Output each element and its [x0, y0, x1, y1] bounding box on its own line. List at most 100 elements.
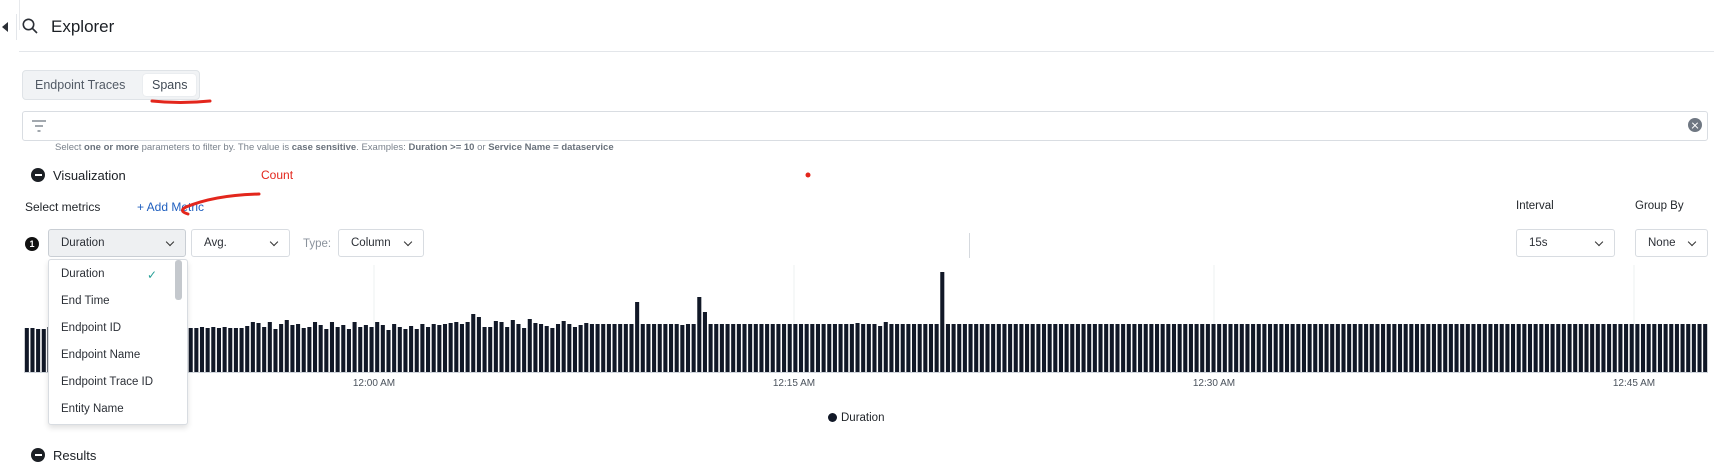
chart-bar[interactable] — [1256, 324, 1261, 372]
chart-bar[interactable] — [979, 324, 984, 372]
chart-bar[interactable] — [510, 320, 515, 372]
chart-bar[interactable] — [895, 324, 900, 372]
chart-bar[interactable] — [657, 324, 662, 372]
chart-bar[interactable] — [1194, 324, 1199, 372]
chart-bar[interactable] — [205, 328, 210, 372]
chart-bar[interactable] — [471, 314, 476, 372]
chart-bar[interactable] — [702, 312, 707, 372]
clear-icon[interactable] — [1688, 118, 1702, 132]
chart-bar[interactable] — [1640, 324, 1646, 372]
chart-bar[interactable] — [759, 324, 764, 372]
chart-bar[interactable] — [962, 324, 967, 372]
chart-bar[interactable] — [533, 323, 538, 372]
chart-bar[interactable] — [550, 328, 555, 372]
chart-bar[interactable] — [216, 328, 221, 372]
chart-bar[interactable] — [1301, 324, 1306, 372]
chart-bar[interactable] — [940, 272, 945, 372]
chart-bar[interactable] — [646, 324, 651, 372]
chart-bar[interactable] — [782, 324, 787, 372]
chart-bar[interactable] — [1290, 324, 1295, 372]
chart-bar[interactable] — [1618, 324, 1623, 372]
chart-bar[interactable] — [267, 322, 272, 372]
chart-bar[interactable] — [1595, 324, 1600, 372]
chart-bar[interactable] — [595, 324, 600, 372]
chart-bar[interactable] — [1143, 324, 1148, 372]
chart-bar[interactable] — [262, 327, 267, 372]
chart-bar[interactable] — [714, 324, 719, 372]
chart-bar[interactable] — [1680, 324, 1685, 372]
interval-select[interactable]: 15s — [1516, 229, 1615, 257]
chart-bar[interactable] — [753, 324, 758, 372]
chart-bar[interactable] — [1612, 324, 1617, 372]
chart-bar[interactable] — [539, 324, 544, 372]
chart-bar[interactable] — [1460, 324, 1465, 372]
chart-bar[interactable] — [1697, 324, 1702, 372]
chart-bar[interactable] — [832, 324, 837, 372]
chart-bar[interactable] — [1341, 324, 1346, 372]
chart-bar[interactable] — [1352, 324, 1357, 372]
chart-bar[interactable] — [1200, 324, 1205, 372]
chart-bar[interactable] — [827, 324, 832, 372]
chart-bar[interactable] — [403, 329, 408, 372]
chart-bar[interactable] — [1556, 324, 1561, 372]
chart-bar[interactable] — [928, 324, 934, 372]
chart-bar[interactable] — [1245, 324, 1250, 372]
chart-bar[interactable] — [1318, 324, 1323, 372]
chart-legend[interactable]: Duration — [828, 412, 884, 424]
chart-bar[interactable] — [1657, 324, 1662, 372]
chart-bar[interactable] — [674, 324, 679, 372]
chart-bar[interactable] — [1669, 324, 1674, 372]
chart-bar[interactable] — [1239, 324, 1244, 372]
chart-bar[interactable] — [1070, 324, 1075, 372]
chart-bar[interactable] — [1251, 324, 1256, 372]
chart-bar[interactable] — [1573, 324, 1578, 372]
chart-bar[interactable] — [1104, 324, 1109, 372]
chart-bar[interactable] — [522, 328, 527, 372]
chart-bar[interactable] — [1369, 324, 1374, 372]
chart-bar[interactable] — [1381, 324, 1386, 372]
chart-bar[interactable] — [1414, 324, 1420, 372]
chart-bar[interactable] — [1539, 324, 1544, 372]
metric-select[interactable]: Duration — [48, 229, 186, 257]
chart-bar[interactable] — [1550, 324, 1555, 372]
chart-bar[interactable] — [1025, 324, 1030, 372]
chart-bar[interactable] — [736, 324, 741, 372]
chart-bar[interactable] — [1098, 324, 1103, 372]
chart-bar[interactable] — [516, 324, 521, 372]
chart-bar[interactable] — [1375, 324, 1380, 372]
chart-bar[interactable] — [629, 324, 634, 372]
collapse-results-icon[interactable] — [31, 448, 45, 462]
chart-bar[interactable] — [669, 324, 674, 372]
chart-bar[interactable] — [1477, 324, 1482, 372]
chart-bar[interactable] — [889, 324, 894, 372]
chart-bar[interactable] — [454, 322, 459, 372]
chart-bar[interactable] — [1386, 324, 1391, 372]
chart-bar[interactable] — [1211, 324, 1216, 372]
dropdown-scrollbar[interactable] — [175, 260, 182, 300]
chart-bar[interactable] — [838, 324, 843, 372]
chart-bar[interactable] — [991, 324, 996, 372]
chart-bar[interactable] — [601, 324, 606, 372]
chart-bar[interactable] — [1584, 324, 1589, 372]
chart-bar[interactable] — [1138, 324, 1143, 372]
chart-bar[interactable] — [228, 328, 233, 372]
chart-bar[interactable] — [527, 319, 532, 372]
chart-bar[interactable] — [1448, 324, 1453, 372]
chart-bar[interactable] — [324, 329, 329, 372]
chart-bar[interactable] — [923, 324, 928, 372]
chart-bar[interactable] — [1652, 324, 1657, 372]
chart-bar[interactable] — [1624, 324, 1629, 372]
chart-bar[interactable] — [1330, 324, 1335, 372]
chart-bar[interactable] — [1053, 324, 1058, 372]
dropdown-option-endpoint-name[interactable]: Endpoint Name — [61, 349, 141, 361]
tab-spans[interactable]: Spans — [143, 74, 197, 96]
chart-bar[interactable] — [1188, 324, 1193, 372]
chart-bar[interactable] — [1075, 324, 1080, 372]
chart-bar[interactable] — [24, 328, 29, 372]
chart-bar[interactable] — [872, 324, 877, 372]
chart-bar[interactable] — [233, 328, 238, 372]
chart-bar[interactable] — [1358, 324, 1363, 372]
chart-bar[interactable] — [279, 324, 284, 372]
chart-bar[interactable] — [1081, 324, 1086, 372]
chart-bar[interactable] — [476, 317, 481, 372]
